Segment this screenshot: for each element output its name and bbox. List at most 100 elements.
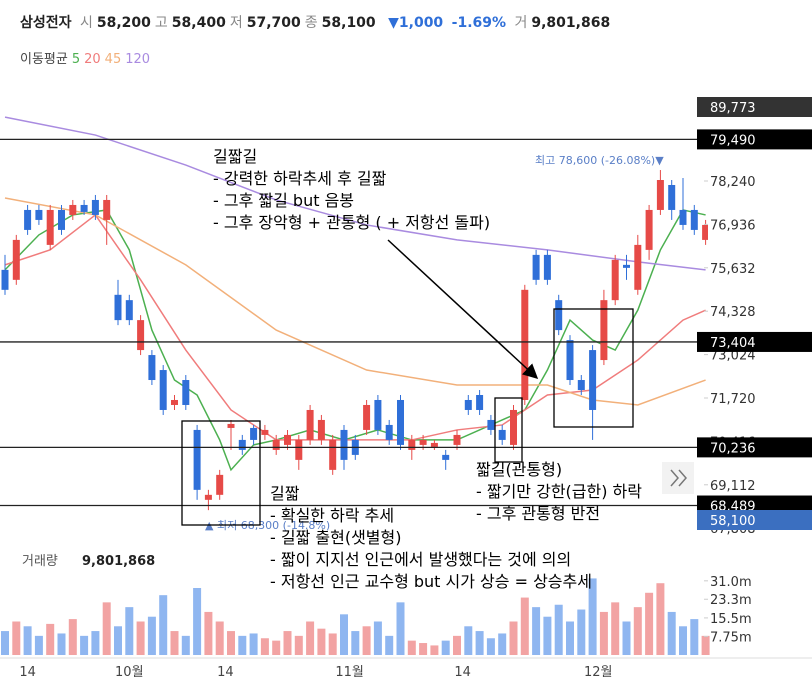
- volume-bar: [667, 611, 676, 655]
- volume-tick-label: 7.75m: [710, 630, 752, 645]
- volume-bar: [622, 621, 631, 655]
- volume-bar: [272, 640, 281, 655]
- volume-bar: [701, 635, 710, 655]
- candle-body: [182, 380, 190, 405]
- volume-bar: [475, 631, 484, 655]
- annotation-title: 길짧: [270, 484, 300, 503]
- volume-bar: [588, 578, 597, 655]
- change: ▼1,000: [388, 15, 444, 31]
- volume-bar: [1, 631, 9, 655]
- price-label-box: [697, 129, 812, 150]
- candle-body: [227, 423, 235, 428]
- candle-body: [679, 209, 687, 225]
- volume-bar: [125, 607, 134, 655]
- annotation-line: - 그후 관통형 반전: [476, 504, 600, 523]
- ma-legend-item: 5: [71, 52, 81, 67]
- candle-body: [272, 439, 280, 450]
- volume-bar: [498, 633, 507, 655]
- volume-bar: [34, 635, 43, 655]
- volume-bar: [351, 631, 360, 655]
- candle-body: [261, 429, 269, 435]
- candle-body: [204, 494, 212, 500]
- candle-body: [1, 269, 9, 290]
- y-tick-label: 74,328: [710, 305, 756, 320]
- candle-body: [656, 179, 664, 210]
- volume-bar: [204, 611, 213, 655]
- annotation-title: 길짧길: [213, 147, 257, 166]
- volume-bar: [12, 621, 21, 655]
- candle-body: [623, 264, 630, 268]
- candle-body: [645, 209, 653, 250]
- volume-bar: [170, 631, 179, 655]
- field-value: 58,200: [96, 15, 151, 31]
- candle-body: [577, 380, 585, 391]
- candle-body: [532, 254, 540, 280]
- candle-body: [238, 439, 246, 450]
- candle-body: [250, 427, 258, 440]
- volume-bar: [260, 638, 269, 655]
- volume-bar: [520, 597, 529, 655]
- x-tick-label: 10월: [115, 665, 144, 680]
- volume-bar: [577, 609, 586, 655]
- price-label: 89,773: [710, 101, 756, 116]
- y-tick-label: 73,024: [710, 349, 756, 364]
- annotation-line: - 그후 짧길 but 음봉: [213, 191, 354, 210]
- candle-body: [103, 199, 111, 220]
- candle-body: [543, 254, 551, 280]
- volume-bar: [159, 595, 168, 655]
- candle-body: [24, 209, 32, 230]
- candle-body: [690, 209, 698, 230]
- y-tick-label: 75,632: [710, 262, 756, 277]
- scroll-icon: [670, 469, 687, 487]
- annotation-arrow: [387, 239, 539, 380]
- volume-bg: [0, 545, 812, 658]
- plot: [1, 116, 708, 511]
- x-tick-label: 14: [217, 665, 234, 680]
- candle-body: [58, 209, 65, 230]
- volume-bar: [599, 611, 608, 655]
- volume-title: 거래량: [22, 554, 58, 569]
- candle-body: [216, 474, 224, 495]
- stock-name: 삼성전자: [20, 15, 72, 31]
- candle-body: [159, 370, 167, 410]
- price-label-box: [697, 331, 812, 352]
- candle-body: [193, 429, 201, 490]
- candle-body: [498, 429, 506, 440]
- field-value: 58,400: [171, 15, 226, 31]
- ma-legend-item: 45: [104, 52, 122, 67]
- candle-body: [69, 204, 77, 215]
- ma-title: 이동평균: [20, 52, 68, 67]
- volume-bar: [80, 635, 89, 655]
- candle-body: [487, 419, 495, 430]
- volume-bar: [102, 602, 111, 655]
- volume-bar: [68, 619, 77, 655]
- candle-body: [464, 399, 472, 410]
- annotation-line: - 짧이 지지선 인근에서 발생했다는 것에 의의: [270, 550, 571, 569]
- volume-bar: [227, 631, 235, 655]
- change-pct: -1.69%: [451, 15, 507, 31]
- price-label: 73,404: [710, 336, 756, 351]
- candle-body: [125, 300, 133, 321]
- annotation-box: [553, 308, 634, 428]
- volume-value: 9,801,868: [82, 554, 155, 569]
- candle-body: [329, 439, 337, 470]
- price-label-box: [697, 510, 812, 530]
- candle-body: [566, 340, 574, 381]
- candle-body: [385, 424, 393, 440]
- volume-bar: [532, 607, 541, 655]
- candle-body: [46, 209, 54, 245]
- candle-body: [317, 419, 325, 440]
- ma-legend-item: 20: [84, 52, 101, 67]
- volume-bar: [249, 633, 258, 655]
- candle-body: [600, 300, 608, 361]
- field-label: 종: [304, 15, 318, 31]
- candle-body: [476, 394, 484, 410]
- annotation-box: [181, 420, 261, 526]
- candle-body: [510, 409, 517, 445]
- price-label: 58,100: [710, 514, 756, 529]
- max-label: 최고 78,600 (-26.08%)▼: [535, 154, 664, 167]
- candle-body: [555, 300, 563, 331]
- candle-body: [453, 434, 461, 445]
- volume-bar: [396, 602, 405, 655]
